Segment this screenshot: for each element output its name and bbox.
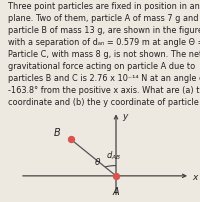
Text: y: y (122, 112, 127, 121)
Text: B: B (54, 127, 60, 137)
Text: Three point particles are fixed in position in an xy
plane. Two of them, particl: Three point particles are fixed in posit… (8, 2, 200, 106)
Text: A: A (113, 186, 119, 196)
Text: θ: θ (95, 157, 100, 166)
Point (69, 138, 73, 141)
Text: $d_{AB}$: $d_{AB}$ (106, 148, 121, 161)
Text: x: x (192, 173, 197, 181)
Point (114, 174, 118, 178)
